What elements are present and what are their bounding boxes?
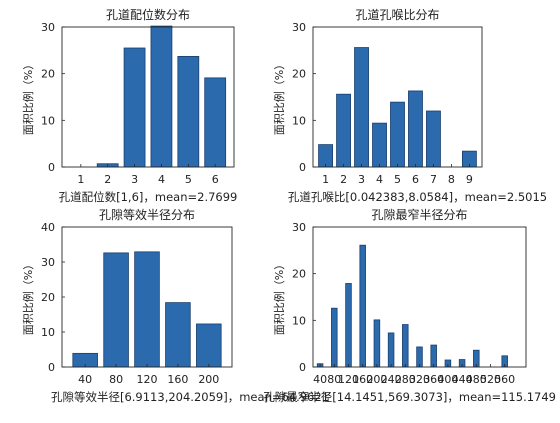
x-tick-label: 4 <box>158 173 165 186</box>
x-tick-label: 40 <box>313 373 327 386</box>
chart-title: 孔道配位数分布 <box>106 7 190 22</box>
x-tick-label: 80 <box>327 373 341 386</box>
x-tick-label: 240 <box>381 373 402 386</box>
bar-5 <box>373 319 381 368</box>
x-tick-label: 560 <box>494 373 515 386</box>
y-tick-label: 20 <box>292 68 306 81</box>
y-tick-label: 40 <box>41 221 55 234</box>
bar-3 <box>354 47 369 168</box>
x-tick-label: 120 <box>137 373 158 386</box>
y-tick-label: 20 <box>41 291 55 304</box>
x-tick-label: 8 <box>448 173 455 186</box>
y-tick-label: 30 <box>41 256 55 269</box>
x-tick-label: 4 <box>376 173 383 186</box>
x-tick-label: 5 <box>185 173 192 186</box>
chart-panel-4: 0 10 20 30 40 8012016020024028032036040044048… <box>263 207 556 404</box>
bar-9 <box>430 344 437 368</box>
x-tick-label: 280 <box>395 373 416 386</box>
x-tick-label: 3 <box>358 173 365 186</box>
x-tick-label: 3 <box>131 173 138 186</box>
y-tick-label: 0 <box>48 161 55 174</box>
chart-title: 孔道孔喉比分布 <box>355 8 439 22</box>
x-tick-label: 200 <box>366 373 387 386</box>
bar-2 <box>103 252 129 368</box>
x-tick-label: 40 <box>78 373 92 386</box>
bar-3 <box>123 47 146 168</box>
bar-4 <box>359 244 366 368</box>
x-tick-label: 520 <box>480 373 501 386</box>
bar-6 <box>204 77 227 168</box>
x-tick-label: 7 <box>430 173 437 186</box>
x-tick-label: 120 <box>338 373 359 386</box>
bar-5 <box>390 101 405 168</box>
bar-3 <box>134 251 160 368</box>
y-axis-label: 面积比例（%） <box>21 59 35 135</box>
bar-3 <box>345 283 352 368</box>
axes-box <box>312 226 527 368</box>
x-tick-label: 2 <box>340 173 347 186</box>
y-tick-label: 20 <box>292 268 306 281</box>
axes-box <box>61 26 235 168</box>
bar-4 <box>372 122 387 168</box>
y-tick-label: 10 <box>41 326 55 339</box>
x-tick-label: 160 <box>167 373 188 386</box>
chart-title: 孔隙最窄半径分布 <box>371 207 467 222</box>
x-tick-label: 6 <box>212 173 219 186</box>
y-tick-label: 10 <box>292 314 306 327</box>
x-tick-label: 320 <box>409 373 430 386</box>
bar-2 <box>331 307 338 368</box>
bar-2 <box>336 93 351 168</box>
x-tick-label: 6 <box>412 173 419 186</box>
y-tick-label: 10 <box>292 114 306 127</box>
bar-8 <box>416 346 423 368</box>
x-tick-label: 1 <box>322 173 329 186</box>
y-tick-label: 20 <box>41 68 55 81</box>
x-axis-label: 孔隙最窄半径[14.1451,569.3073]，mean=115.1749 <box>263 390 556 404</box>
y-axis-label: 面积比例（%） <box>21 259 35 335</box>
x-axis-label: 孔道配位数[1,6]，mean=2.7699 <box>59 190 238 204</box>
y-tick-label: 30 <box>292 221 306 234</box>
bar-6 <box>387 332 395 368</box>
x-tick-label: 400 <box>437 373 458 386</box>
bar-4 <box>165 302 191 368</box>
x-tick-label: 5 <box>394 173 401 186</box>
x-axis-label: 孔隙等效半径[6.9113,204.2059]，mean=64.9621 <box>51 390 329 404</box>
chart-title: 孔隙等效半径分布 <box>99 207 195 222</box>
y-tick-label: 0 <box>48 361 55 374</box>
bar-4 <box>150 25 173 168</box>
x-tick-label: 2 <box>104 173 111 186</box>
y-tick-label: 30 <box>292 21 306 34</box>
y-tick-label: 30 <box>41 21 55 34</box>
x-tick-label: 160 <box>352 373 373 386</box>
x-tick-label: 440 <box>452 373 473 386</box>
bar-5 <box>196 323 222 368</box>
x-tick-label: 480 <box>466 373 487 386</box>
y-tick-label: 0 <box>299 361 306 374</box>
bar-7 <box>426 110 441 168</box>
y-tick-label: 0 <box>299 161 306 174</box>
bar-1 <box>318 144 333 168</box>
bar-7 <box>402 324 409 368</box>
bar-6 <box>408 90 423 168</box>
x-tick-label: 1 <box>77 173 84 186</box>
x-tick-label: 360 <box>423 373 444 386</box>
y-axis-label: 面积比例（%） <box>272 59 286 135</box>
bar-5 <box>177 56 200 168</box>
x-tick-label: 80 <box>109 373 123 386</box>
x-axis-label: 孔道孔喉比[0.042383,8.0584]，mean=2.5015 <box>288 190 547 204</box>
x-tick-label: 200 <box>198 373 219 386</box>
y-axis-label: 面积比例（%） <box>272 259 286 335</box>
x-tick-label: 9 <box>466 173 473 186</box>
y-tick-label: 10 <box>41 114 55 127</box>
